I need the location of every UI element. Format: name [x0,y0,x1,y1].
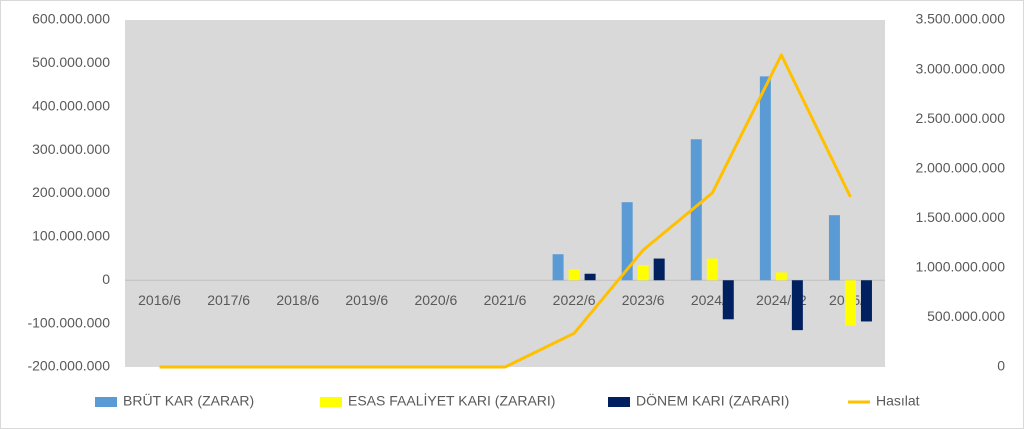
y-tick-label: 0 [102,271,110,287]
y-tick-label: -100.000.000 [27,314,110,330]
y-tick-label: -200.000.000 [27,358,110,374]
y2-tick-label: 3.000.000.000 [915,60,1005,76]
y-tick-label: 300.000.000 [32,141,110,157]
bar [552,254,564,281]
x-tick-label: 2021/6 [484,292,527,308]
x-tick-label: 2020/6 [414,292,457,308]
bar [584,273,596,281]
bar [860,280,872,322]
plot-area [125,20,885,367]
x-tick-label: 2018/6 [276,292,319,308]
legend-swatch [95,397,117,407]
y2-tick-label: 3.500.000.000 [915,11,1005,27]
legend-label: BRÜT KAR (ZARAR) [123,392,254,409]
y2-tick-label: 2.000.000.000 [915,159,1005,175]
bar [621,202,633,281]
bar [791,280,803,331]
x-tick-label: 2019/6 [345,292,388,308]
legend-swatch [608,397,630,407]
line [159,53,852,369]
bar [653,258,665,281]
legend-label: ESAS FAALİYET KARI (ZARARI) [348,392,555,409]
x-tick-label: 2016/6 [138,292,181,308]
y2-tick-label: 2.500.000.000 [915,110,1005,126]
x-tick-label: 2023/6 [622,292,665,308]
bar [722,280,734,320]
bar [775,272,787,281]
y2-tick-label: 500.000.000 [927,308,1005,324]
bar [759,76,771,281]
y-tick-label: 400.000.000 [32,97,110,113]
y-tick-label: 100.000.000 [32,228,110,244]
y-tick-label: 500.000.000 [32,54,110,70]
bar [828,215,840,281]
bar [637,265,649,281]
y-tick-label: 200.000.000 [32,184,110,200]
y2-tick-label: 1.000.000.000 [915,259,1005,275]
x-tick-label: 2017/6 [207,292,250,308]
bar [568,269,580,281]
bar [844,280,856,326]
y2-tick-label: 1.500.000.000 [915,209,1005,225]
x-tick-label: 2022/6 [553,292,596,308]
y2-tick-label: 0 [997,358,1005,374]
bar [706,258,718,281]
legend-swatch [320,397,342,407]
legend-label: DÖNEM KARI (ZARARI) [636,392,789,409]
bar [690,139,702,281]
legend-label: Hasılat [876,393,920,409]
y-tick-label: 600.000.000 [32,11,110,27]
